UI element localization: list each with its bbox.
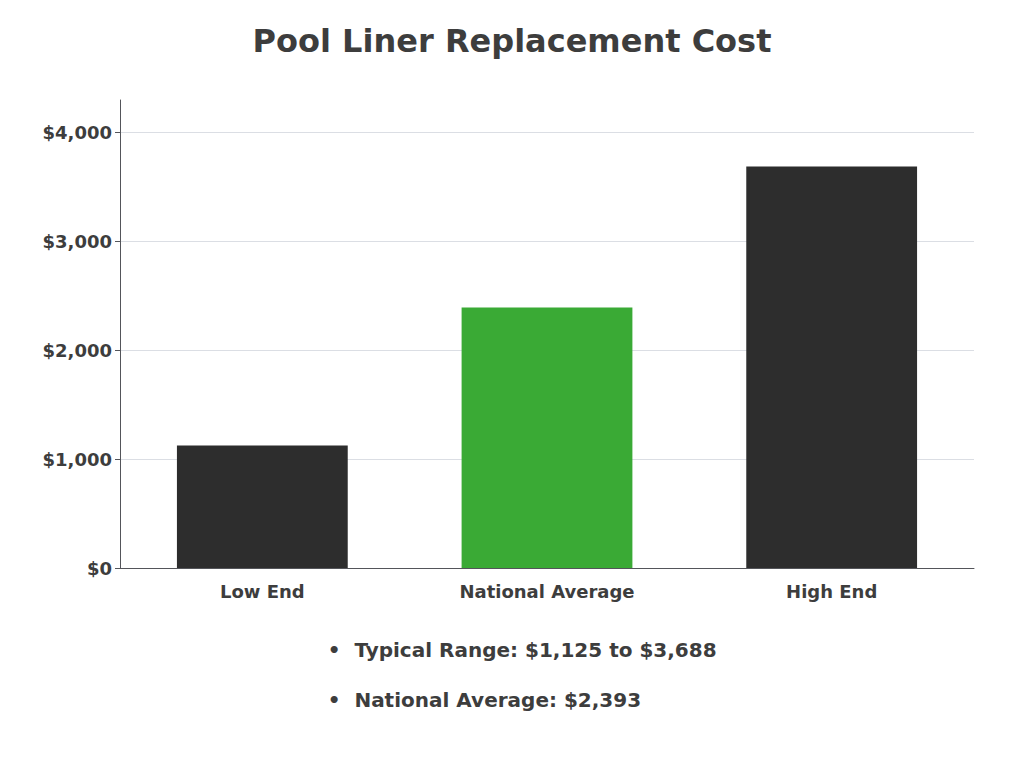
svg-text:National Average: National Average — [459, 581, 634, 602]
svg-text:Low End: Low End — [220, 581, 305, 602]
svg-text:Pool Liner Replacement Cost: Pool Liner Replacement Cost — [253, 22, 772, 60]
svg-text:$2,000: $2,000 — [43, 340, 112, 361]
svg-text:$1,000: $1,000 — [43, 449, 112, 470]
svg-text:$0: $0 — [87, 558, 112, 579]
svg-text:• National Average: $2,393: • National Average: $2,393 — [328, 688, 641, 712]
svg-text:• Typical Range: $1,125 to $3: • Typical Range: $1,125 to $3,688 — [328, 638, 717, 662]
svg-text:High End: High End — [786, 581, 877, 602]
svg-text:$4,000: $4,000 — [43, 122, 112, 143]
svg-text:$3,000: $3,000 — [43, 231, 112, 252]
